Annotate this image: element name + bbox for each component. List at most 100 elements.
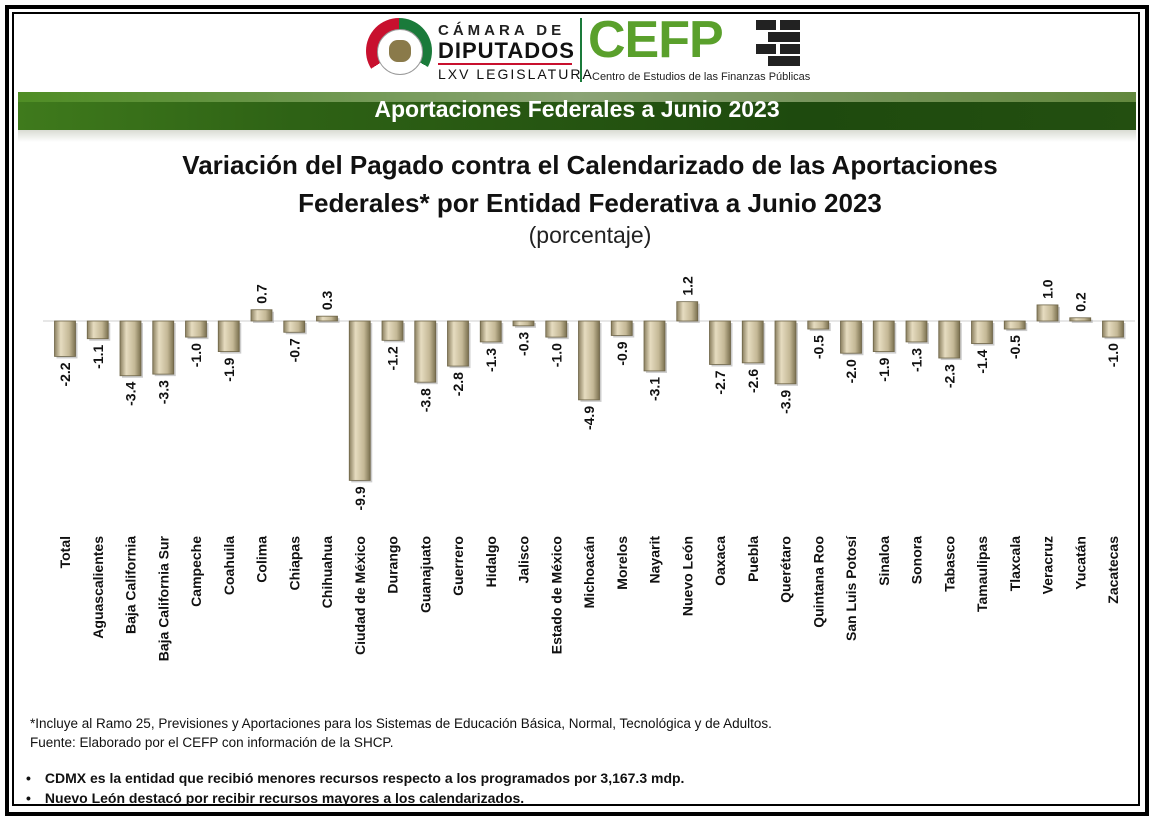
bar-value-label: -2.0 <box>843 359 859 383</box>
category-label: Colima <box>254 536 270 583</box>
bar-value-label: -0.5 <box>1007 335 1023 359</box>
bar-value-label: -9.9 <box>352 486 368 510</box>
chart-title: Variación del Pagado contra el Calendari… <box>40 146 1140 222</box>
category-label: Chihuahua <box>319 536 335 609</box>
category-label: Hidalgo <box>483 536 499 587</box>
bar-value-label: -3.3 <box>155 380 171 404</box>
category-label: Durango <box>385 536 401 594</box>
bullet-text: Nuevo León destacó por recibir recursos … <box>44 790 525 806</box>
bar <box>54 320 76 357</box>
bar-value-label: -1.3 <box>909 348 925 372</box>
bar <box>741 320 764 364</box>
category-label: Puebla <box>745 536 761 582</box>
bar <box>872 320 895 352</box>
category-label: Jalisco <box>516 536 532 583</box>
camara-seal-icon <box>366 18 432 84</box>
category-label: Ciudad de México <box>352 536 368 655</box>
category-label: Baja California <box>123 536 139 634</box>
category-label: Nuevo León <box>679 536 695 616</box>
bar-value-label: 1.0 <box>1040 279 1056 299</box>
category-label: Guerrero <box>450 536 466 596</box>
bar-value-label: -0.9 <box>614 341 630 365</box>
bar-value-label: -1.0 <box>548 343 564 367</box>
category-label: Tamaulipas <box>974 536 990 612</box>
chart-title-line2: Federales* por Entidad Federativa a Juni… <box>298 188 882 218</box>
bar <box>217 320 240 352</box>
chart-subtitle: (porcentaje) <box>528 222 652 248</box>
outer-frame <box>5 5 1149 816</box>
notes: *Incluye al Ramo 25, Previsiones y Aport… <box>30 714 772 752</box>
bar-value-label: 0.2 <box>1072 292 1088 312</box>
category-label: Sonora <box>909 536 925 584</box>
cefp-grid-icon <box>756 20 800 66</box>
bullet-item: • Nuevo León destacó por recibir recurso… <box>26 788 684 808</box>
footnote: *Incluye al Ramo 25, Previsiones y Aport… <box>30 716 772 731</box>
title-band-stripe <box>18 92 1136 102</box>
bar <box>971 320 993 344</box>
bar <box>86 320 109 340</box>
bar <box>709 320 731 365</box>
bar <box>1003 320 1026 330</box>
bar-value-label: -2.7 <box>712 370 728 394</box>
bar-value-label: -2.8 <box>450 372 466 396</box>
bar <box>316 315 338 322</box>
camara-line2: DIPUTADOS <box>438 38 575 63</box>
title-band-shadow <box>18 130 1136 142</box>
cefp-logo: CEFP <box>588 11 724 69</box>
bar-value-label: -1.4 <box>974 349 990 373</box>
category-label: Baja California Sur <box>155 535 171 661</box>
bar-value-label: -1.0 <box>1105 343 1121 367</box>
bullet-list: • CDMX es la entidad que recibió menores… <box>26 768 684 808</box>
bar <box>512 320 535 327</box>
bar <box>250 309 273 322</box>
bar-value-label: -1.2 <box>385 346 401 370</box>
bullet-icon: • <box>26 790 31 806</box>
bar <box>938 320 961 359</box>
bar <box>1102 320 1124 338</box>
category-label: Estado de México <box>548 536 564 654</box>
bar <box>807 320 830 330</box>
bar-value-label: -1.0 <box>188 343 204 367</box>
bar-value-label: -3.1 <box>647 377 663 401</box>
header-logos: CÁMARA DE DIPUTADOS LXV LEGISLATURA CEFP… <box>366 11 816 88</box>
bar-value-label: -3.9 <box>778 390 794 414</box>
category-label: Chiapas <box>286 536 302 591</box>
bar <box>185 320 207 338</box>
bullet-text: CDMX es la entidad que recibió menores r… <box>44 770 685 786</box>
chart-title-line1: Variación del Pagado contra el Calendari… <box>182 150 998 180</box>
category-label: Total <box>57 536 73 568</box>
logo-separator <box>580 18 582 82</box>
bar <box>840 320 862 354</box>
bar <box>676 301 699 322</box>
bar <box>152 320 175 375</box>
category-label: Aguascalientes <box>90 536 106 639</box>
bar-value-label: -1.3 <box>483 348 499 372</box>
category-label: Tabasco <box>941 536 957 592</box>
category-label: Oaxaca <box>712 536 728 586</box>
bar <box>381 320 404 341</box>
bar-value-label: -1.9 <box>221 357 237 381</box>
category-label: Campeche <box>188 536 204 607</box>
bar-value-label: 0.3 <box>319 290 335 310</box>
camara-line1: CÁMARA DE <box>438 22 566 39</box>
bar <box>578 320 600 401</box>
category-label: Veracruz <box>1040 536 1056 594</box>
inner-frame <box>12 12 1140 806</box>
bar-value-label: -0.7 <box>286 338 302 362</box>
category-label: Zacatecas <box>1105 536 1121 604</box>
category-label: San Luis Potosí <box>843 535 859 641</box>
category-label: Sinaloa <box>876 536 892 586</box>
category-label: Quintana Roo <box>810 536 826 628</box>
bar <box>348 320 371 481</box>
bar-value-label: -4.9 <box>581 406 597 430</box>
bar-value-label: 1.2 <box>679 276 695 296</box>
bar <box>905 320 928 343</box>
bar <box>774 320 797 385</box>
bar-value-label: -3.4 <box>123 382 139 406</box>
bar-value-label: -0.3 <box>516 332 532 356</box>
bar-value-label: -3.8 <box>417 388 433 412</box>
bar-value-label: -2.2 <box>57 362 73 386</box>
bar <box>610 320 633 336</box>
bar-value-label: -2.6 <box>745 369 761 393</box>
